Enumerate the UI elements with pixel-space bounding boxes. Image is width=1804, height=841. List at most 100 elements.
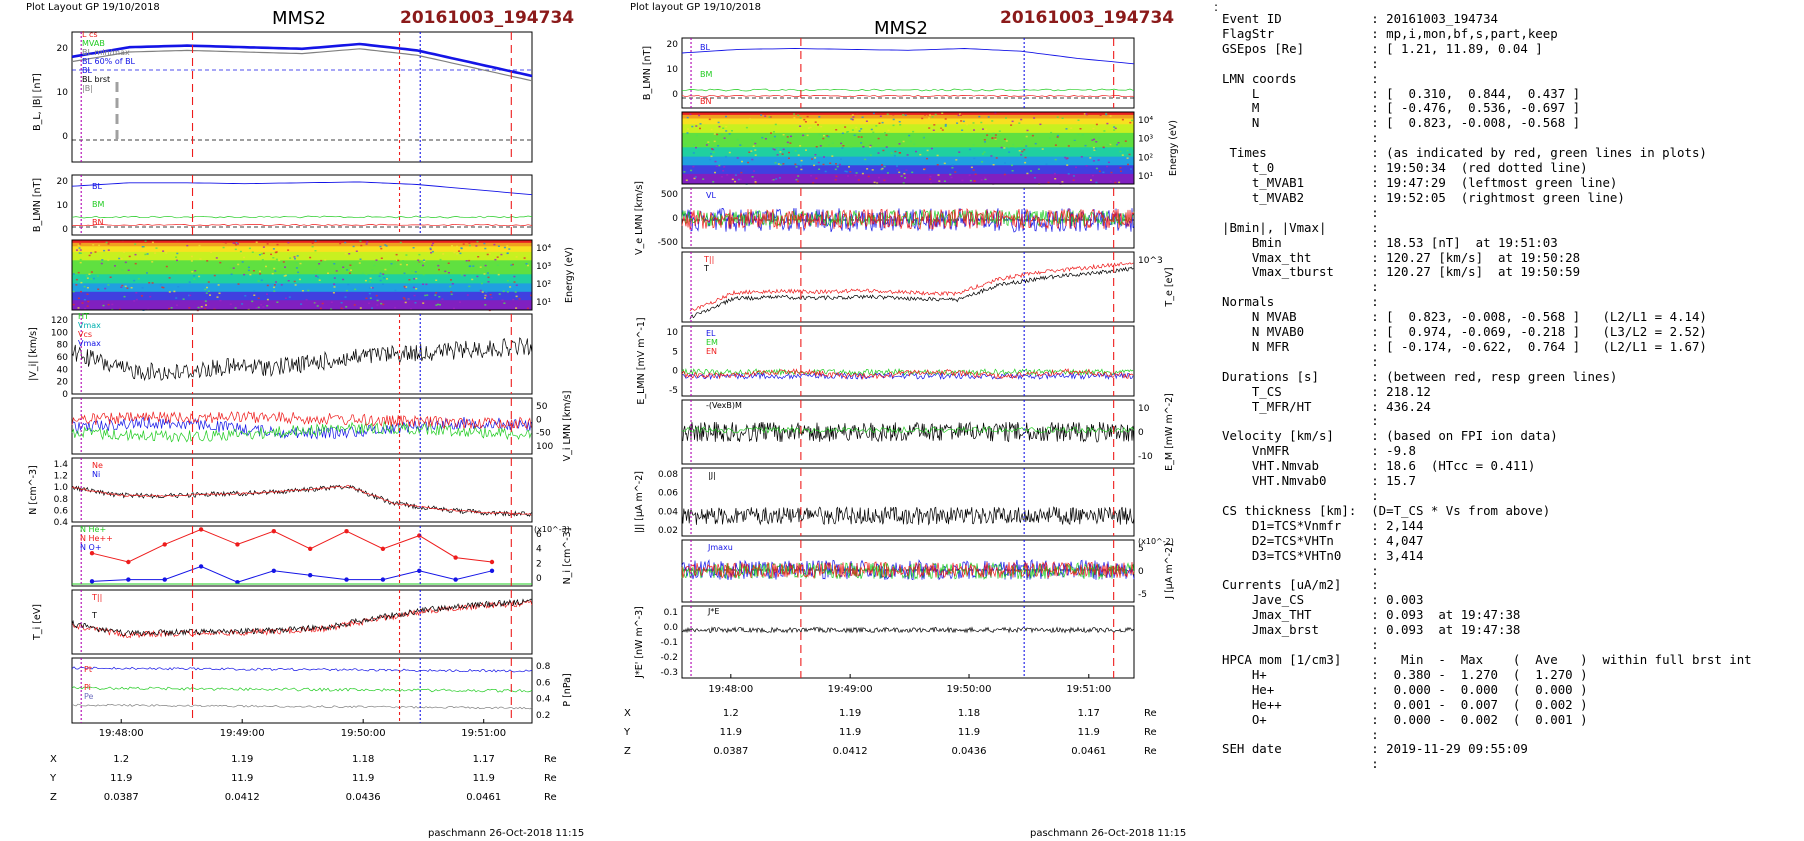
ion-energy-spectrogram-speckle (142, 246, 145, 248)
ion-energy-spectrogram-speckle (249, 273, 252, 276)
electron-energy-spectrogram-speckle (1012, 143, 1015, 146)
ion-energy-spectrogram-speckle (394, 306, 397, 309)
vi-mag-legend-item: HT (78, 312, 89, 321)
jdote-tick: -0.3 (660, 668, 678, 678)
ti-frame (71, 589, 533, 655)
ion-energy-spectrogram-speckle (365, 297, 368, 300)
time-tick-label: 19:50:00 (947, 684, 992, 695)
ion-energy-spectrogram-speckle (330, 308, 333, 310)
left-title: MMS2 (272, 8, 326, 29)
o-plus-marker (453, 577, 458, 582)
electron-energy-spectrogram-speckle (750, 150, 753, 152)
ion-energy-spectrogram-speckle (230, 273, 233, 275)
ion-energy-spectrogram-speckle (232, 267, 235, 269)
he-pp-marker (198, 527, 204, 532)
summary-line: SEH date : 2019-11-29 09:55:09 (1222, 741, 1528, 757)
b-total-legend-item: MVAB (82, 39, 105, 48)
electron-energy-spectrogram-speckle (806, 115, 809, 118)
ion-energy-spectrogram-speckle (324, 259, 327, 261)
b-total-tick: 0 (62, 132, 68, 142)
ion-energy-spectrogram-speckle (97, 288, 100, 290)
electron-energy-spectrogram-speckle (1108, 144, 1111, 146)
b-total-legend-item: |B| (82, 84, 93, 93)
ion-energy-spectrogram-speckle (376, 299, 379, 302)
ion-energy-spectrogram-speckle (247, 269, 250, 272)
ion-energy-spectrogram-speckle (483, 242, 486, 245)
electron-energy-spectrogram-band (682, 132, 1134, 148)
electron-energy-spectrogram-speckle (824, 170, 827, 173)
ion-energy-spectrogram-speckle (266, 305, 269, 307)
summary-line: N MVAB : [ 0.823, -0.008, -0.568 ] (L2/L… (1222, 309, 1707, 325)
ion-energy-spectrogram-speckle (283, 275, 286, 277)
electron-energy-spectrogram-speckle (1081, 134, 1084, 136)
ion-energy-spectrogram-speckle (120, 286, 123, 288)
electron-energy-spectrogram-speckle (692, 165, 695, 168)
electron-energy-spectrogram-speckle (799, 117, 802, 119)
ni-minor-tick: 4 (536, 545, 542, 555)
electron-energy-spectrogram-speckle (981, 153, 984, 155)
electron-energy-spectrogram-speckle (1018, 122, 1021, 124)
ion-energy-spectrogram-speckle (318, 279, 321, 281)
electron-energy-spectrogram-speckle (782, 148, 785, 151)
ion-energy-spectrogram-speckle (462, 243, 465, 245)
electron-energy-spectrogram-speckle (815, 146, 818, 148)
ion-energy-spectrogram-speckle (222, 246, 225, 249)
ion-energy-spectrogram-speckle (496, 264, 499, 266)
electron-energy-spectrogram-speckle (951, 164, 954, 166)
electron-energy-spectrogram-speckle (908, 134, 911, 137)
ion-energy-spectrogram-speckle (176, 240, 179, 242)
ion-energy-spectrogram-speckle (175, 304, 178, 306)
summary-line: N MVAB0 : [ 0.974, -0.069, -0.218 ] (L3/… (1222, 324, 1707, 340)
electron-energy-spectrogram-speckle (1026, 172, 1029, 175)
o-plus-marker (417, 568, 422, 573)
electron-energy-spectrogram-speckle (984, 141, 986, 143)
electron-energy-spectrogram-speckle (836, 165, 839, 168)
electron-energy-spectrogram-speckle (875, 125, 878, 127)
ion-energy-spectrogram-speckle (439, 258, 442, 261)
electron-energy-spectrogram-speckle (788, 157, 790, 159)
electron-energy-spectrogram-speckle (687, 128, 689, 130)
b-total-legend-item: BL (82, 66, 92, 75)
summary-line: N MFR : [ -0.174, -0.622, 0.764 ] (L2/L1… (1222, 338, 1707, 354)
electron-energy-spectrogram-speckle (983, 139, 986, 141)
electron-energy-spectrogram-speckle (900, 175, 903, 177)
b-lmn-ylabel: B_LMN [nT] (32, 178, 43, 232)
ion-energy-spectrogram-speckle (386, 278, 388, 280)
ion-energy-spectrogram-speckle (384, 268, 387, 271)
b-lmn-tick: 10 (667, 65, 679, 75)
electron-energy-spectrogram-speckle (752, 145, 755, 147)
summary-line: : (1222, 204, 1379, 220)
ion-energy-spectrogram-speckle (207, 281, 210, 283)
ni-minor-ylabel: N_i [cm^-3] (562, 528, 573, 585)
ion-energy-spectrogram-speckle (137, 249, 140, 251)
electron-energy-spectrogram-speckle (1018, 150, 1021, 152)
jdote-frame (681, 605, 1135, 679)
ion-energy-spectrogram-speckle (435, 304, 438, 306)
electron-energy-spectrogram-speckle (698, 114, 701, 117)
ion-energy-spectrogram-speckle (484, 304, 487, 306)
ion-energy-spectrogram-speckle (506, 252, 509, 254)
te-frame (681, 251, 1135, 323)
summary-line: Event ID : 20161003_194734 (1222, 11, 1499, 26)
ion-energy-spectrogram-speckle (86, 305, 89, 307)
electron-energy-spectrogram-speckle (1008, 151, 1011, 153)
ion-energy-spectrogram-speckle (498, 293, 501, 295)
ion-energy-spectrogram-speckle (429, 247, 432, 250)
ion-energy-spectrogram-speckle (368, 302, 370, 304)
he-pp-marker (489, 559, 495, 565)
electron-energy-spectrogram-speckle (794, 163, 797, 165)
ion-energy-spectrogram-speckle (222, 241, 225, 243)
ion-energy-spectrogram-speckle (88, 254, 91, 257)
electron-energy-spectrogram-speckle (943, 180, 946, 182)
ion-energy-spectrogram-speckle (346, 269, 349, 271)
electron-energy-spectrogram-speckle (936, 154, 939, 157)
he-pp-marker (271, 529, 277, 534)
ion-energy-spectrogram-speckle (81, 302, 84, 304)
electron-energy-spectrogram-speckle (827, 135, 830, 138)
electron-energy-spectrogram-speckle (841, 147, 844, 149)
electron-energy-spectrogram-speckle (720, 176, 723, 178)
electron-energy-spectrogram-speckle (717, 121, 720, 124)
event-summary: Event ID : 20161003_194734 FlagStr : mp,i… (1222, 11, 1752, 772)
ion-energy-spectrogram-speckle (295, 267, 298, 269)
b-magnitude-gray-line (71, 48, 533, 82)
